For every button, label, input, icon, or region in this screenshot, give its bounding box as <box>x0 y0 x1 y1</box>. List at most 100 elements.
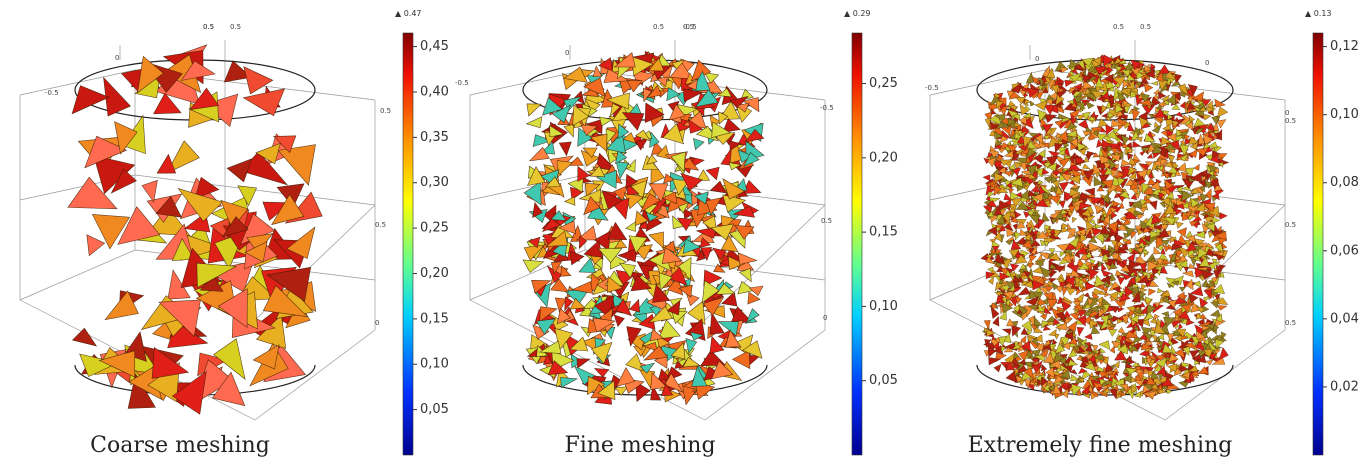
axis-label: 0 <box>375 319 379 327</box>
mesh-element <box>1180 102 1186 109</box>
axis-label: 0 <box>1285 109 1289 117</box>
axis-label: 0.5 <box>653 23 664 31</box>
mesh-element <box>1217 107 1228 118</box>
mesh-element <box>738 253 757 265</box>
mesh-element <box>1148 289 1155 296</box>
axis-label: 0.5 <box>821 217 832 225</box>
colorbar-tick-label: 0,15 <box>869 225 898 240</box>
mesh-element <box>1118 327 1125 334</box>
mesh-element <box>564 124 574 137</box>
mesh-element <box>523 260 544 273</box>
mesh-element <box>1015 232 1021 241</box>
mesh-element <box>1094 371 1100 376</box>
mesh-element <box>1179 287 1185 292</box>
mesh-element <box>1052 339 1057 345</box>
mesh-element <box>142 180 157 202</box>
mesh-element <box>1176 112 1184 118</box>
colorbar-tick-label: 0,10 <box>869 299 898 314</box>
axis-label: 0.5 <box>1285 319 1296 327</box>
colorbar-tick-label: 0,10 <box>420 357 449 372</box>
mesh-element <box>626 222 636 232</box>
mesh-element <box>1109 330 1117 337</box>
axis-label: -0.5 <box>683 23 697 31</box>
axis-label: -0.5 <box>925 84 939 92</box>
mesh-element <box>1220 213 1228 220</box>
mesh-element <box>1041 364 1047 370</box>
mesh-element <box>570 299 585 310</box>
axis-label: 0.5 <box>203 23 214 31</box>
mesh-element <box>1072 217 1076 223</box>
axis-frame <box>20 70 135 95</box>
mesh-element <box>1160 202 1165 208</box>
colorbar-tick-label: 0,05 <box>869 373 898 388</box>
mesh-element <box>1110 346 1115 353</box>
mesh-view: -0.500.50.50.50.500.5 <box>20 23 391 420</box>
mesh-element <box>561 266 571 277</box>
mesh-element <box>1000 311 1007 321</box>
colorbar-tick-label: 0,05 <box>420 402 449 417</box>
mesh-element <box>1217 305 1227 310</box>
mesh-element <box>1158 65 1170 75</box>
colorbar-max-label: ▲ 0.13 <box>1305 9 1332 18</box>
mesh-element <box>1206 360 1213 365</box>
caption: Fine meshing <box>564 433 715 458</box>
mesh-element <box>615 53 636 68</box>
mesh-element <box>1132 141 1141 147</box>
mesh-element <box>1118 277 1125 285</box>
mesh-element <box>227 159 252 182</box>
caption: Coarse meshing <box>90 433 270 458</box>
mesh-element <box>253 345 279 369</box>
mesh-view: -0.500.50.5-0.50.50-0.5 <box>455 23 834 420</box>
mesh-element <box>1077 327 1084 336</box>
axis-frame <box>20 250 135 300</box>
mesh-element <box>527 104 541 116</box>
mesh-element <box>559 142 571 156</box>
mesh-element <box>1091 111 1096 117</box>
mesh-element <box>1082 164 1090 169</box>
axis-label: 0.5 <box>380 107 391 115</box>
mesh-element <box>1182 271 1193 277</box>
mesh-element <box>1058 114 1068 119</box>
axis-label: 0.5 <box>1285 221 1296 229</box>
axis-label: 0.5 <box>1140 23 1151 31</box>
axis-label: 0.5 <box>230 23 241 31</box>
mesh-element <box>667 88 680 101</box>
axis-label: 0 <box>1205 59 1209 67</box>
mesh-element <box>693 138 704 149</box>
colorbar-tick-label: 0,10 <box>1330 107 1359 122</box>
mesh-element <box>1147 177 1155 185</box>
colorbar-tick-label: 0,30 <box>420 175 449 190</box>
axis-label: 0 <box>1035 55 1039 63</box>
mesh-element <box>1217 120 1226 129</box>
mesh-element <box>988 277 993 285</box>
mesh-element <box>1037 180 1043 185</box>
axis-label: -0.5 <box>820 104 834 112</box>
colorbar-tick-label: 0,35 <box>420 130 449 145</box>
mesh-element <box>1177 228 1186 238</box>
mesh-element <box>1137 214 1145 219</box>
mesh-element <box>1008 101 1015 107</box>
mesh-element <box>983 175 990 181</box>
mesh-element <box>1153 314 1160 319</box>
mesh-element <box>1211 302 1219 309</box>
colorbar-tick-label: 0,20 <box>420 266 449 281</box>
axis-label: 0 <box>565 49 569 57</box>
mesh-element <box>1176 222 1183 229</box>
mesh-element <box>577 359 590 368</box>
mesh-element <box>595 368 609 377</box>
axis-label: -0.5 <box>45 89 59 97</box>
axis-label: 0 <box>823 314 827 322</box>
mesh-element <box>527 117 542 128</box>
axis-label: 0.5 <box>1285 117 1296 125</box>
mesh-element <box>1158 288 1164 293</box>
colorbar-tick-label: 0,15 <box>420 311 449 326</box>
mesh-element <box>1194 164 1200 170</box>
mesh-element <box>1006 371 1015 382</box>
caption: Extremely fine meshing <box>968 433 1233 458</box>
colorbar-tick-label: 0,45 <box>420 39 449 54</box>
axis-label: 0 <box>115 54 119 62</box>
colorbar-tick-label: 0,40 <box>420 84 449 99</box>
mesh-element <box>1035 259 1046 268</box>
mesh-element <box>1067 223 1071 228</box>
mesh-element <box>1015 212 1021 218</box>
